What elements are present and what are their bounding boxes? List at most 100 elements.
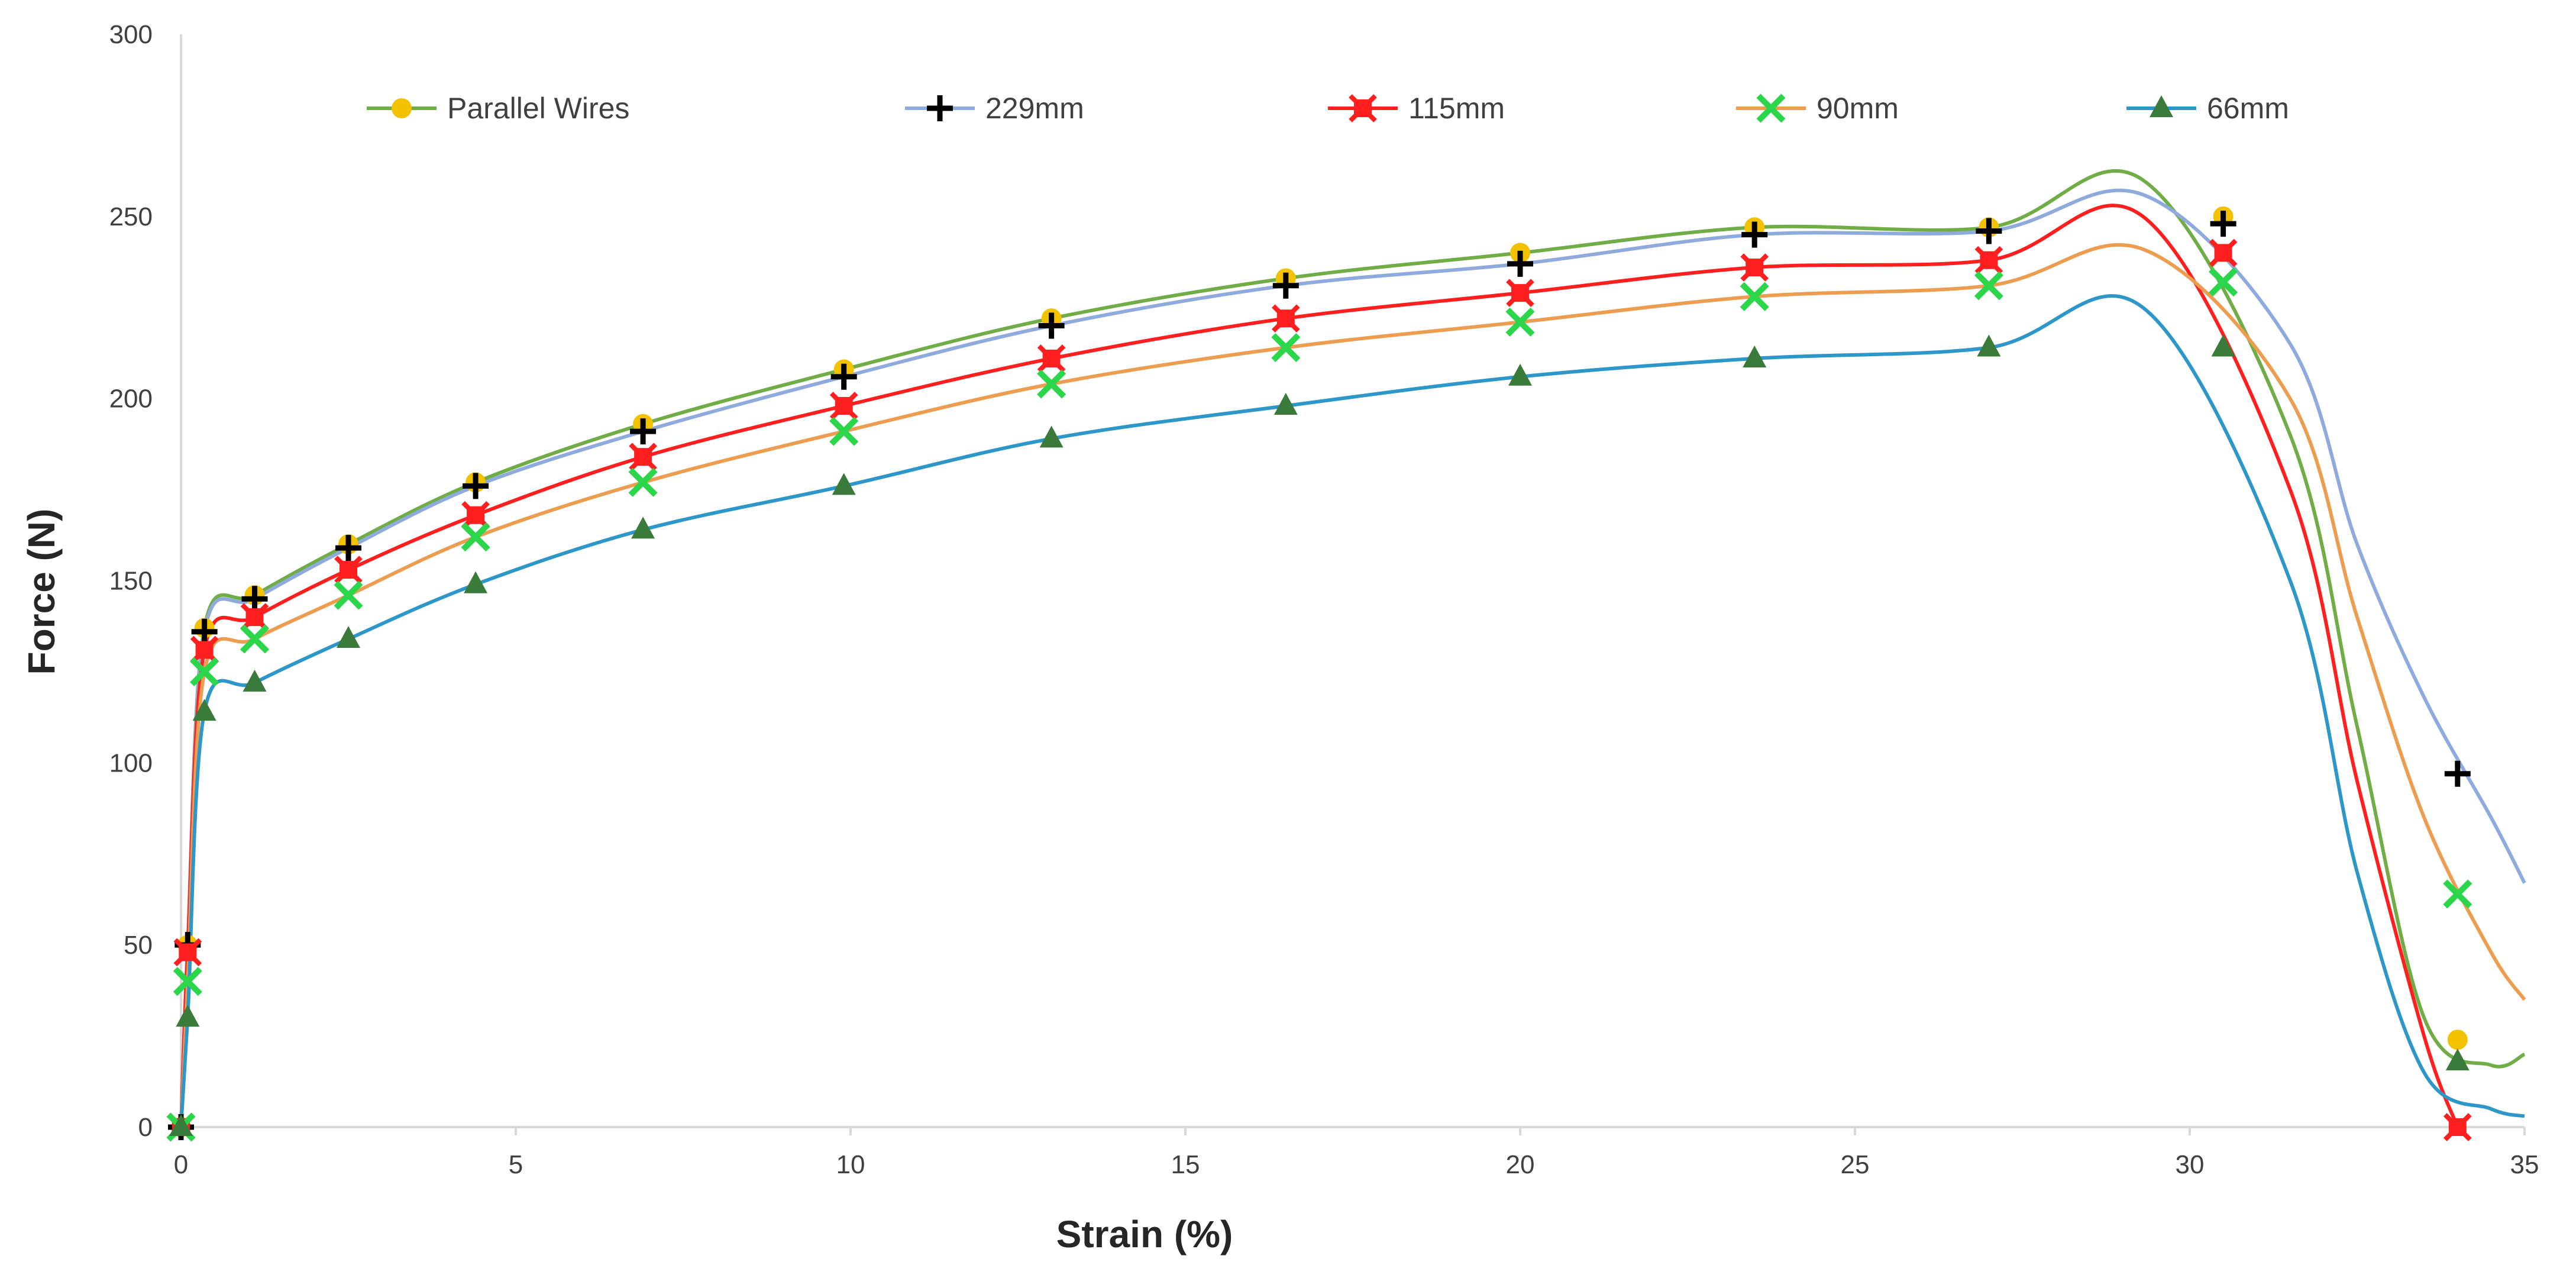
marker-x-b [1756,93,1786,123]
marker-x-b [461,522,490,552]
data-point [2445,1048,2470,1071]
data-point [191,618,218,645]
data-point [2447,1030,2468,1050]
marker-x-b [461,501,490,530]
marker-x-b [1740,253,1769,282]
axes: 0 50 100 150 200 250 300 0 5 10 15 20 25 30 35 [109,20,2539,1179]
data-point [1974,246,2003,275]
data-point [1977,334,2001,357]
marker-triangle [169,1114,193,1136]
data-point [1272,272,1299,299]
data-point [832,473,856,495]
data-point [192,699,216,721]
marker-x-b [1505,307,1535,337]
data-point [630,418,657,445]
data-point [2210,211,2236,237]
marker-triangle [192,699,216,721]
marker-circle [392,98,412,118]
marker-x-b [628,467,658,497]
data-point [1271,333,1301,363]
marker-triangle [2211,334,2235,357]
data-point [461,501,490,530]
y-tick-label: 0 [138,1113,153,1142]
data-point [629,443,657,472]
marker-triangle [1743,345,1767,367]
x-tick-label: 25 [1841,1150,1870,1179]
x-tick-label: 35 [2510,1150,2539,1179]
y-tick-label: 150 [109,567,153,596]
data-point [240,603,269,631]
marker-x-b [2443,879,2472,909]
x-tick-label: 30 [2176,1150,2205,1179]
marker-x-b [1271,333,1301,363]
marker-x-b [1037,344,1066,373]
marker-x-b [190,635,219,664]
x-tick-label: 0 [174,1150,188,1179]
data-point [1740,253,1769,282]
legend-label: Parallel Wires [447,92,629,125]
data-point [1506,279,1534,307]
data-point [1976,218,2002,244]
data-point [631,517,655,539]
marker-triangle [337,626,360,648]
legend-marker [392,98,412,118]
marker-triangle [243,669,267,692]
data-point [2444,760,2471,787]
marker-triangle [1977,334,2001,357]
data-point [628,467,658,497]
data-point [2211,334,2235,357]
y-tick-label: 50 [124,931,153,960]
data-point [1271,304,1300,333]
marker-triangle [2150,95,2173,117]
marker-x-b [334,556,363,584]
data-point [1505,307,1535,337]
marker-x-b [1974,271,2003,301]
marker-x-b [1037,369,1066,399]
marker-x-b [2443,1113,2472,1141]
data-point [1039,425,1064,448]
data-point [1508,363,1532,386]
marker-x-b [190,657,219,686]
legend-marker [1349,94,1377,122]
data-point [173,967,202,996]
marker-triangle [1039,425,1064,448]
marker-x-b [829,417,859,446]
marker-triangle [176,1005,200,1027]
marker-circle [2447,1030,2468,1050]
legend-label: 66mm [2207,92,2289,125]
data-point [240,624,270,654]
marker-x-b [2209,238,2238,267]
data-point [337,626,360,648]
data-point [461,522,490,552]
x-tick-label: 10 [836,1150,865,1179]
data-point [830,363,857,390]
data-point [463,473,489,499]
data-point [190,657,219,686]
legend-marker [1756,93,1786,123]
data-point [829,392,858,420]
marker-x-b [240,624,270,654]
legend-label: 90mm [1817,92,1899,125]
data-point [176,1005,200,1027]
data-point [2443,879,2472,909]
marker-x-b [173,938,202,967]
y-tick-label: 300 [109,20,153,49]
legend-marker [2150,95,2173,117]
series-markers [166,206,2472,1142]
data-point [2443,1113,2472,1141]
data-point [2209,267,2238,297]
marker-x-b [2209,267,2238,297]
x-tick-label: 15 [1171,1150,1200,1179]
marker-triangle [832,473,856,495]
series-line-4 [179,294,2525,1128]
legend: Parallel Wires 229mm 115mm 90mm 66mm [367,92,2289,125]
data-point [334,580,363,610]
data-point [1740,282,1769,311]
marker-triangle [2445,1048,2470,1071]
legend-label: 229mm [985,92,1084,125]
data-point [1507,250,1533,277]
data-point [829,417,859,446]
data-point [173,938,202,967]
data-point [190,635,219,664]
